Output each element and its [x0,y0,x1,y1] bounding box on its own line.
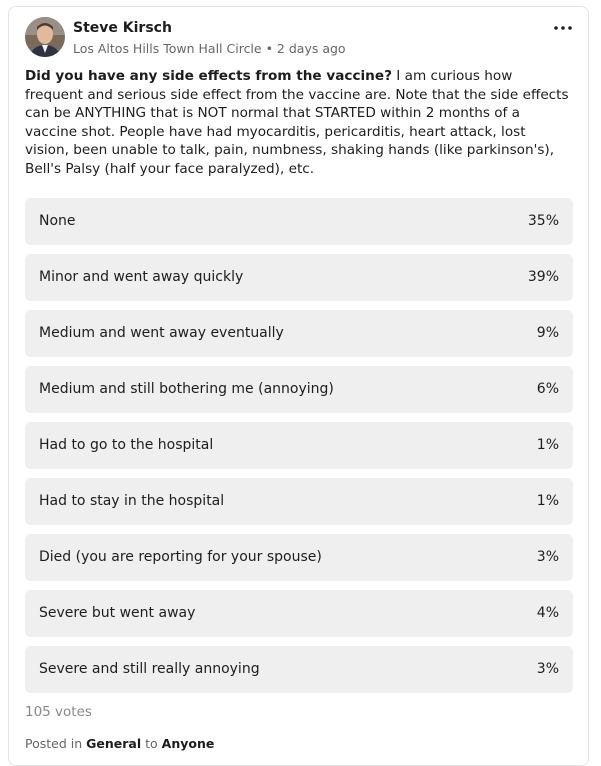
poll-option[interactable]: Had to go to the hospital 1% [25,422,573,469]
option-percent: 4% [536,605,559,621]
option-percent: 39% [527,269,559,285]
option-label: Had to stay in the hospital [39,493,225,509]
option-percent: 6% [536,381,559,397]
option-label: Severe and still really annoying [39,661,260,677]
poll-option[interactable]: Minor and went away quickly 39% [25,254,573,301]
option-label: Minor and went away quickly [39,269,244,285]
option-label: Severe but went away [39,605,196,621]
option-percent: 9% [536,325,559,341]
vote-count: 105 votes [25,704,92,720]
option-percent: 3% [536,549,559,565]
option-percent: 1% [536,437,559,453]
post-question: Did you have any side effects from the v… [25,68,392,84]
poll-option[interactable]: Had to stay in the hospital 1% [25,478,573,525]
avatar[interactable] [25,17,65,57]
option-label: Died (you are reporting for your spouse) [39,549,322,565]
option-percent: 1% [536,493,559,509]
option-percent: 35% [527,213,559,229]
post-text: Did you have any side effects from the v… [25,67,573,178]
option-label: Medium and still bothering me (annoying) [39,381,334,397]
group-link[interactable]: General [86,736,142,751]
option-label: Had to go to the hospital [39,437,214,453]
poll-option[interactable]: None 35% [25,198,573,245]
option-label: None [39,213,76,229]
option-label: Medium and went away eventually [39,325,284,341]
poll-option[interactable]: Severe and still really annoying 3% [25,646,573,693]
posted-in: Posted in [25,736,83,751]
post-footer: Posted in General to Anyone [25,736,214,751]
post-body: I am curious how frequent and serious si… [25,68,569,177]
author-name[interactable]: Steve Kirsch [73,20,172,36]
post-meta: Los Altos Hills Town Hall Circle • 2 day… [73,41,346,56]
option-percent: 3% [536,661,559,677]
audience[interactable]: Anyone [161,736,215,751]
avatar-image [25,17,65,57]
more-button[interactable] [552,22,574,34]
poll-option[interactable]: Died (you are reporting for your spouse)… [25,534,573,581]
to-text: to [145,736,158,751]
poll-option[interactable]: Severe but went away 4% [25,590,573,637]
poll-option[interactable]: Medium and still bothering me (annoying)… [25,366,573,413]
poll-option[interactable]: Medium and went away eventually 9% [25,310,573,357]
